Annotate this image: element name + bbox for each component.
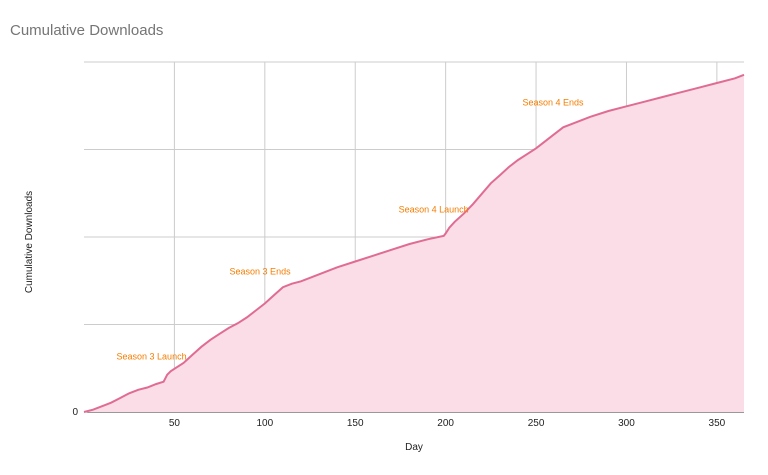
annotation-label: Season 4 Ends — [522, 97, 584, 107]
x-tick-label: 350 — [709, 418, 726, 429]
y-tick-label: 0 — [72, 407, 78, 418]
x-tick-label: 100 — [256, 418, 273, 429]
annotation-label: Season 3 Launch — [117, 352, 187, 362]
x-tick-label: 50 — [169, 418, 181, 429]
series-line — [83, 73, 745, 413]
annotation-label: Season 4 Launch — [399, 205, 469, 215]
chart-title: Cumulative Downloads — [10, 22, 164, 39]
x-axis-title: Day — [405, 442, 423, 453]
y-axis-ticks: 0 — [72, 407, 78, 418]
y-axis-title: Cumulative Downloads — [24, 191, 35, 293]
x-axis-ticks: 50 100 150 200 250 300 350 — [169, 418, 726, 429]
x-tick-label: 300 — [618, 418, 635, 429]
x-tick-label: 150 — [347, 418, 364, 429]
annotation-label: Season 3 Ends — [230, 267, 292, 277]
x-tick-label: 200 — [437, 418, 454, 429]
x-tick-label: 250 — [528, 418, 545, 429]
annotations: Season 3 Launch Season 3 Ends Season 4 Lau… — [117, 97, 584, 361]
